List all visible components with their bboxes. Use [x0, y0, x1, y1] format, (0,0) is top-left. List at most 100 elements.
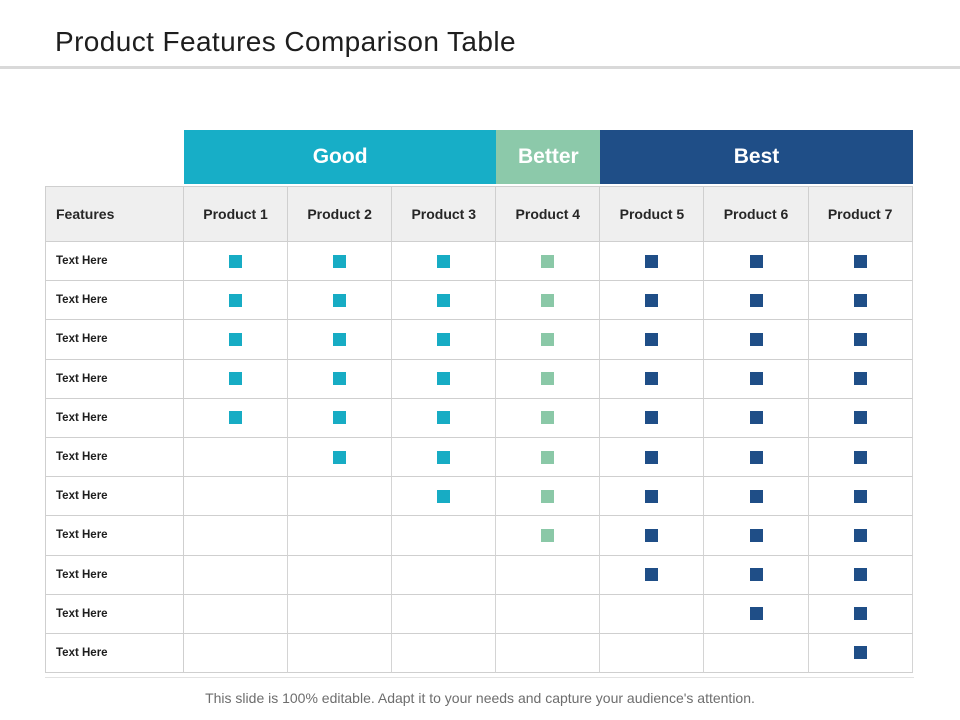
feature-mark [853, 568, 867, 582]
feature-cell [392, 437, 497, 478]
feature-cell [184, 242, 289, 282]
feature-mark [645, 489, 659, 503]
feature-mark [749, 332, 763, 346]
feature-cell [392, 555, 497, 595]
feature-mark [229, 254, 243, 268]
product-column-header: Product 1 [184, 186, 289, 242]
feature-cell [184, 516, 289, 556]
feature-mark [229, 293, 243, 307]
feature-cell [600, 437, 705, 478]
feature-row-label: Text Here [45, 398, 184, 438]
feature-row-label: Text Here [45, 477, 184, 517]
feature-mark [333, 372, 347, 386]
feature-mark [645, 372, 659, 386]
title-divider [0, 66, 960, 69]
feature-mark [541, 332, 555, 346]
feature-mark [333, 411, 347, 425]
feature-mark [229, 372, 243, 386]
feature-cell [704, 437, 809, 478]
group-header-best: Best [600, 130, 913, 186]
table-bottom-divider [45, 677, 914, 678]
feature-row-label: Text Here [45, 320, 184, 360]
feature-mark [541, 450, 555, 464]
feature-cell [392, 398, 497, 438]
feature-mark [749, 450, 763, 464]
feature-mark [437, 332, 451, 346]
product-column-header: Product 3 [392, 186, 497, 242]
feature-mark [853, 411, 867, 425]
feature-mark [645, 332, 659, 346]
feature-mark [541, 489, 555, 503]
feature-mark [437, 411, 451, 425]
feature-cell [184, 633, 289, 674]
feature-cell [808, 555, 913, 595]
feature-cell [288, 477, 393, 517]
feature-mark [853, 528, 867, 542]
feature-cell [704, 242, 809, 282]
feature-mark [645, 450, 659, 464]
feature-cell [808, 516, 913, 556]
feature-cell [808, 281, 913, 321]
feature-mark [749, 607, 763, 621]
feature-mark [749, 293, 763, 307]
feature-cell [600, 281, 705, 321]
feature-mark [541, 293, 555, 307]
page-title: Product Features Comparison Table [55, 26, 516, 57]
feature-cell [808, 594, 913, 634]
feature-cell [600, 594, 705, 634]
feature-cell [184, 437, 289, 478]
feature-cell [496, 594, 601, 634]
feature-cell [704, 633, 809, 674]
feature-cell [704, 359, 809, 399]
feature-mark [853, 450, 867, 464]
feature-cell [184, 320, 289, 360]
feature-mark [645, 568, 659, 582]
feature-cell [808, 437, 913, 478]
feature-mark [749, 372, 763, 386]
group-header-better: Better [496, 130, 601, 186]
feature-cell [808, 477, 913, 517]
feature-cell [288, 320, 393, 360]
feature-cell [600, 633, 705, 674]
feature-mark [749, 568, 763, 582]
feature-mark [645, 411, 659, 425]
feature-cell [808, 242, 913, 282]
feature-cell [600, 555, 705, 595]
feature-row-label: Text Here [45, 594, 184, 634]
feature-cell [392, 320, 497, 360]
feature-mark [437, 489, 451, 503]
feature-mark [749, 489, 763, 503]
product-column-header: Product 5 [600, 186, 705, 242]
feature-mark [437, 372, 451, 386]
feature-mark [229, 411, 243, 425]
feature-cell [496, 477, 601, 517]
feature-cell [704, 516, 809, 556]
feature-mark [333, 254, 347, 268]
feature-cell [496, 516, 601, 556]
feature-cell [184, 359, 289, 399]
feature-mark [541, 254, 555, 268]
feature-mark [749, 411, 763, 425]
product-column-header: Product 4 [496, 186, 601, 242]
feature-mark [333, 332, 347, 346]
feature-cell [288, 594, 393, 634]
feature-mark [645, 293, 659, 307]
feature-cell [600, 320, 705, 360]
product-column-header: Product 2 [288, 186, 393, 242]
feature-mark [853, 489, 867, 503]
feature-cell [496, 320, 601, 360]
feature-cell [600, 359, 705, 399]
feature-cell [496, 437, 601, 478]
feature-row-label: Text Here [45, 516, 184, 556]
feature-cell [392, 359, 497, 399]
feature-cell [184, 594, 289, 634]
feature-cell [184, 398, 289, 438]
feature-cell [288, 437, 393, 478]
feature-cell [600, 516, 705, 556]
feature-row-label: Text Here [45, 555, 184, 595]
feature-cell [288, 281, 393, 321]
feature-cell [600, 398, 705, 438]
feature-mark [437, 254, 451, 268]
feature-cell [496, 281, 601, 321]
